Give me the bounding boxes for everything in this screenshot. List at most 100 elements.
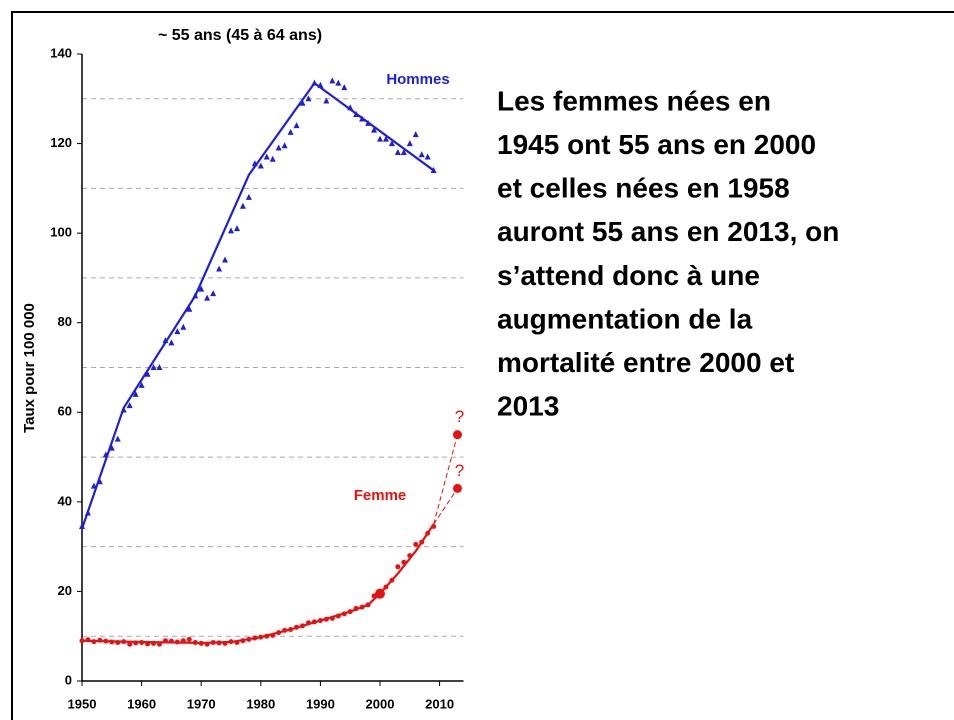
data-point: [144, 370, 151, 377]
data-point: [239, 202, 246, 209]
data-point: [275, 144, 282, 151]
data-point: [79, 522, 85, 529]
annotation-text: et celles nées en 1958: [497, 173, 790, 204]
data-point: [233, 225, 240, 232]
annotation-text: mortalité entre 2000 et: [497, 347, 794, 378]
frame: [11, 11, 954, 720]
data-point: [97, 637, 103, 643]
data-point: [151, 640, 157, 646]
data-point: [133, 640, 139, 646]
data-point: [294, 624, 300, 630]
data-point: [317, 81, 324, 88]
data-point: [329, 615, 335, 621]
projection-line: [433, 488, 458, 525]
projection-label: ?: [455, 407, 464, 426]
data-point: [192, 639, 198, 645]
data-point: [228, 227, 234, 234]
y-tick-label: 80: [58, 314, 72, 329]
data-point: [145, 641, 151, 647]
data-point: [132, 390, 139, 397]
data-point: [317, 618, 323, 624]
data-point: [293, 122, 300, 129]
data-point: [353, 110, 360, 117]
annotation-text: 2013: [497, 391, 559, 422]
data-point: [282, 627, 288, 633]
data-point: [299, 99, 306, 106]
annotation-text: 1945 ont 55 ans en 2000: [497, 129, 816, 160]
projection-point: [452, 430, 462, 440]
y-tick-label: 120: [50, 135, 72, 150]
data-point: [347, 609, 353, 615]
trend-line: [80, 81, 435, 530]
data-point: [365, 119, 372, 126]
data-point: [430, 166, 437, 173]
data-point: [311, 79, 318, 86]
data-point: [102, 451, 109, 458]
data-point: [228, 639, 234, 645]
data-point: [150, 364, 157, 370]
data-point: [108, 444, 115, 451]
data-point: [323, 616, 329, 622]
data-point: [204, 641, 210, 647]
x-tick-label: 1950: [68, 696, 97, 711]
data-point: [91, 639, 97, 645]
data-point: [257, 162, 264, 169]
data-point: [341, 84, 348, 91]
y-tick-label: 20: [58, 583, 72, 598]
data-point: [222, 256, 229, 263]
y-tick-label: 140: [50, 45, 72, 60]
data-point: [329, 77, 336, 84]
data-point: [359, 604, 365, 610]
data-point: [252, 635, 258, 641]
data-point: [180, 638, 186, 644]
data-point: [245, 193, 252, 200]
x-tick-label: 1960: [127, 696, 156, 711]
data-point: [395, 564, 401, 570]
y-tick-label: 100: [50, 225, 72, 240]
data-point: [162, 638, 168, 644]
data-point: [96, 478, 103, 485]
x-tick-label: 1980: [246, 696, 275, 711]
x-tick-label: 2010: [425, 696, 454, 711]
data-point: [251, 160, 258, 167]
series-label: Hommes: [386, 71, 449, 88]
data-point: [394, 149, 401, 156]
data-point: [120, 406, 127, 413]
data-point: [281, 142, 288, 149]
data-point: [84, 509, 91, 516]
data-point: [174, 639, 180, 645]
data-point: [246, 636, 252, 642]
projection-label: ?: [455, 461, 464, 480]
data-point: [127, 641, 133, 647]
data-point: [90, 482, 97, 489]
data-point: [121, 639, 127, 645]
data-point: [382, 135, 389, 142]
data-point: [359, 115, 366, 122]
data-point: [174, 328, 181, 335]
data-point: [418, 151, 425, 158]
data-point: [192, 292, 199, 299]
y-tick-label: 60: [58, 404, 72, 419]
data-point: [186, 636, 192, 642]
series-label: Femme: [354, 487, 407, 504]
data-point: [412, 131, 419, 138]
data-point: [431, 523, 437, 529]
x-tick-label: 1970: [187, 696, 216, 711]
data-point: [156, 641, 162, 647]
data-point: [400, 149, 407, 156]
data-point: [240, 638, 246, 644]
data-point: [103, 638, 109, 644]
data-point: [383, 584, 389, 590]
data-point: [347, 104, 354, 111]
data-point: [419, 539, 425, 545]
chart-title: ~ 55 ans (45 à 64 ans): [158, 27, 322, 44]
data-point: [263, 153, 270, 160]
annotation-text: auront 55 ans en 2013, on: [497, 216, 839, 247]
data-point: [115, 639, 121, 645]
data-point: [168, 339, 175, 346]
data-point: [341, 611, 347, 617]
data-point: [198, 285, 205, 292]
data-point: [162, 337, 169, 344]
projection-point: [452, 483, 462, 493]
